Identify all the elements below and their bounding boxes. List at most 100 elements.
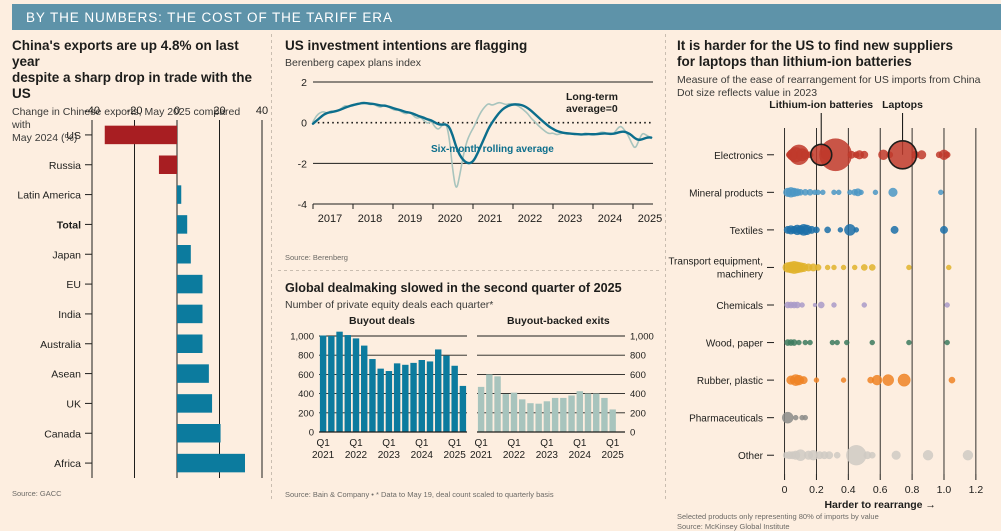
exports-bar [158, 155, 177, 174]
deals-bar [510, 392, 518, 432]
capex-longterm-annotation-line2: average=0 [566, 103, 618, 115]
capex-xtick: 2022 [518, 213, 542, 225]
deals-bar [543, 401, 551, 432]
suppliers-xtick: 0.4 [841, 484, 856, 496]
deals-ytick: 600 [298, 370, 314, 381]
exports-bar [104, 125, 177, 145]
deals-subtitle: Number of private equity deals each quar… [285, 299, 494, 311]
deals-xtick-quarter: Q1 [507, 438, 521, 449]
deals-bar [369, 359, 376, 432]
exports-subtitle-line2: May 2024 (%) [12, 132, 78, 144]
suppliers-bubble [871, 374, 883, 386]
exports-bar-row: Australia [40, 334, 203, 353]
suppliers-category-label: machinery [717, 269, 763, 280]
exports-category-label: Russia [49, 160, 81, 172]
suppliers-bubble [860, 264, 868, 271]
suppliers-bubble [820, 189, 826, 196]
deals-bar [443, 355, 450, 432]
deals-bar [377, 368, 384, 432]
suppliers-bubble [833, 451, 841, 459]
deals-bar [584, 393, 592, 432]
suppliers-bubble [802, 414, 808, 421]
suppliers-bubble [891, 450, 901, 460]
suppliers-highlight-ring [809, 143, 833, 167]
column-divider-right [665, 34, 666, 502]
exports-category-label: Australia [40, 339, 81, 351]
suppliers-bubble [819, 138, 852, 172]
suppliers-bubble [817, 301, 825, 309]
suppliers-bubble [868, 264, 876, 271]
exports-bar [177, 185, 182, 204]
deals-bar [426, 361, 434, 432]
deals-xtick-year: 2022 [503, 450, 526, 461]
suppliers-bubble [938, 189, 944, 196]
exports-bar-row: Latin America [17, 185, 182, 204]
exports-title-line1: China's exports are up 4.8% on last year [12, 38, 239, 69]
deals-xtick-quarter: Q1 [316, 438, 330, 449]
suppliers-source: Source: McKinsey Global Institute [677, 522, 790, 531]
deals-xtick-year: 2021 [312, 450, 335, 461]
capex-longterm-annotation-line1: Long-term [566, 91, 618, 103]
exports-subtitle: Change in Chinese exports, May 2025 comp… [0, 102, 271, 145]
deals-ytick: 200 [630, 408, 646, 419]
capex-xtick: 2023 [558, 213, 582, 225]
suppliers-bubble [814, 264, 822, 271]
exports-category-label: Latin America [17, 190, 81, 202]
suppliers-category-row: Other [738, 445, 974, 466]
suppliers-category-label: Pharmaceuticals [689, 414, 763, 425]
page-title: BY THE NUMBERS: THE COST OF THE TARIFF E… [26, 9, 393, 25]
suppliers-bubble [860, 150, 869, 159]
capex-ytick: 0 [301, 118, 307, 130]
deals-xtick-quarter: Q1 [382, 438, 396, 449]
deals-xtick-year: 2025 [444, 450, 467, 461]
capex-source: Source: Berenberg [285, 253, 348, 262]
suppliers-bubble [781, 411, 794, 424]
suppliers-highlight-ring [887, 139, 918, 170]
deals-bar [502, 394, 509, 432]
exports-bar-chart: -40 -20 0 20 40 US Russia Latin America Total Jap… [17, 105, 268, 478]
deals-bar [336, 331, 343, 432]
exports-category-label: Asean [51, 369, 81, 381]
suppliers-bubble [829, 339, 836, 346]
suppliers-bubble [837, 227, 844, 233]
suppliers-bubble [906, 339, 912, 346]
deals-bar [328, 336, 335, 432]
suppliers-bubble [831, 189, 837, 196]
exports-category-label: US [66, 130, 81, 142]
suppliers-bubble [940, 225, 948, 234]
suppliers-bubble [868, 451, 876, 459]
suppliers-bubble [807, 339, 813, 346]
capex-xtick: 2024 [598, 213, 622, 225]
suppliers-bubble [922, 450, 934, 461]
suppliers-category-row: Rubber, plastic [697, 373, 956, 387]
suppliers-bubble [815, 189, 821, 196]
exports-bar-row: EU [66, 274, 203, 294]
suppliers-bubble [799, 376, 808, 385]
exports-category-label: UK [66, 398, 81, 410]
deals-bar [494, 376, 501, 432]
deals-xtick-quarter: Q1 [606, 438, 620, 449]
suppliers-bubble [888, 187, 898, 197]
suppliers-bubble [793, 414, 799, 421]
suppliers-category-label: Chemicals [716, 301, 763, 312]
deals-bar-charts: Buyout deals02004006008001,000Q12021Q120… [290, 315, 654, 461]
suppliers-bubble [824, 264, 831, 271]
deals-bar [609, 409, 616, 432]
suppliers-xtick: 0.2 [809, 484, 824, 496]
capex-ytick: -2 [298, 158, 307, 170]
suppliers-scatter-chart: Lithium-ion batteries Laptops Electronics M… [668, 99, 983, 511]
panel-us-capex: US investment intentions are flagging Be… [271, 34, 665, 270]
capex-xtick: 2017 [318, 213, 342, 225]
exports-bar-row: Total [57, 215, 188, 234]
header-bar: BY THE NUMBERS: THE COST OF THE TARIFF E… [12, 4, 1001, 30]
exports-bar-row: Russia [49, 155, 177, 174]
suppliers-bubble [824, 226, 831, 234]
exports-category-label: EU [66, 279, 81, 291]
suppliers-category-row: Wood, paper [706, 339, 950, 350]
suppliers-bubble [831, 302, 837, 308]
suppliers-category-row: Mineral products [689, 187, 944, 199]
suppliers-bubble [799, 302, 805, 308]
deals-bar [527, 403, 534, 432]
deals-bar [593, 393, 600, 432]
deals-bar [519, 399, 526, 432]
